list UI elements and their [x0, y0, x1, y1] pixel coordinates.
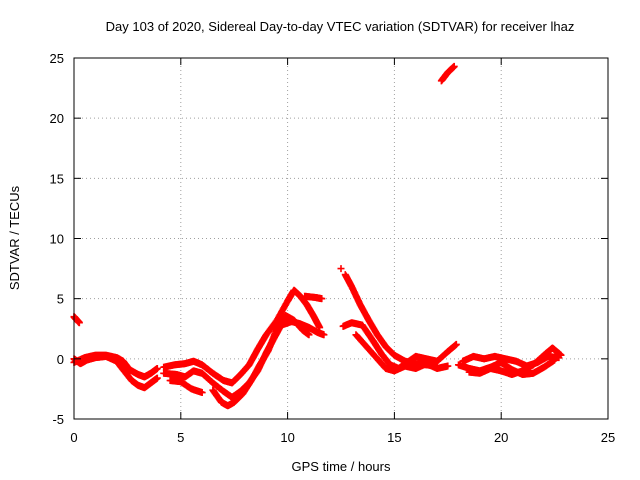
data-point — [305, 331, 313, 339]
y-tick-label: 25 — [50, 51, 64, 66]
data-point — [316, 324, 324, 332]
data-point — [557, 351, 565, 359]
series-trace — [166, 376, 206, 397]
series-trace — [70, 313, 83, 327]
y-tick-label: -5 — [52, 412, 64, 427]
series-trace — [209, 312, 313, 410]
x-tick-label: 15 — [387, 430, 401, 445]
y-tick-label: 15 — [50, 171, 64, 186]
x-tick-label: 20 — [494, 430, 508, 445]
y-tick-label: 5 — [57, 292, 64, 307]
series-trace — [465, 344, 565, 378]
y-tick-label: 20 — [50, 111, 64, 126]
y-tick-label: 10 — [50, 232, 64, 247]
x-axis-label: GPS time / hours — [292, 459, 391, 474]
data-series — [70, 62, 565, 410]
data-point — [198, 389, 206, 397]
data-point — [337, 265, 345, 273]
y-tick-label: 0 — [57, 352, 64, 367]
series-trace — [437, 62, 458, 85]
x-tick-label: 25 — [601, 430, 615, 445]
x-tick-label: 10 — [280, 430, 294, 445]
series-trace — [352, 331, 452, 375]
data-point — [153, 364, 161, 372]
series-trace — [70, 351, 161, 381]
data-point — [450, 62, 458, 70]
axis-ticks: 0 5 10 15 20 25 -5 0 5 10 15 20 25 — [50, 51, 616, 445]
chart-title: Day 103 of 2020, Sidereal Day-to-day VTE… — [106, 19, 575, 34]
data-point — [318, 295, 326, 303]
data-point — [452, 340, 460, 348]
series-trace — [160, 286, 324, 387]
series-trace — [301, 292, 326, 303]
data-point — [320, 331, 328, 339]
x-tick-label: 0 — [70, 430, 77, 445]
data-point — [153, 374, 161, 382]
data-point — [75, 319, 83, 327]
series-trace — [337, 265, 345, 273]
y-axis-label: SDTVAR / TECUs — [7, 185, 22, 290]
data-point — [444, 362, 452, 370]
x-tick-label: 5 — [177, 430, 184, 445]
